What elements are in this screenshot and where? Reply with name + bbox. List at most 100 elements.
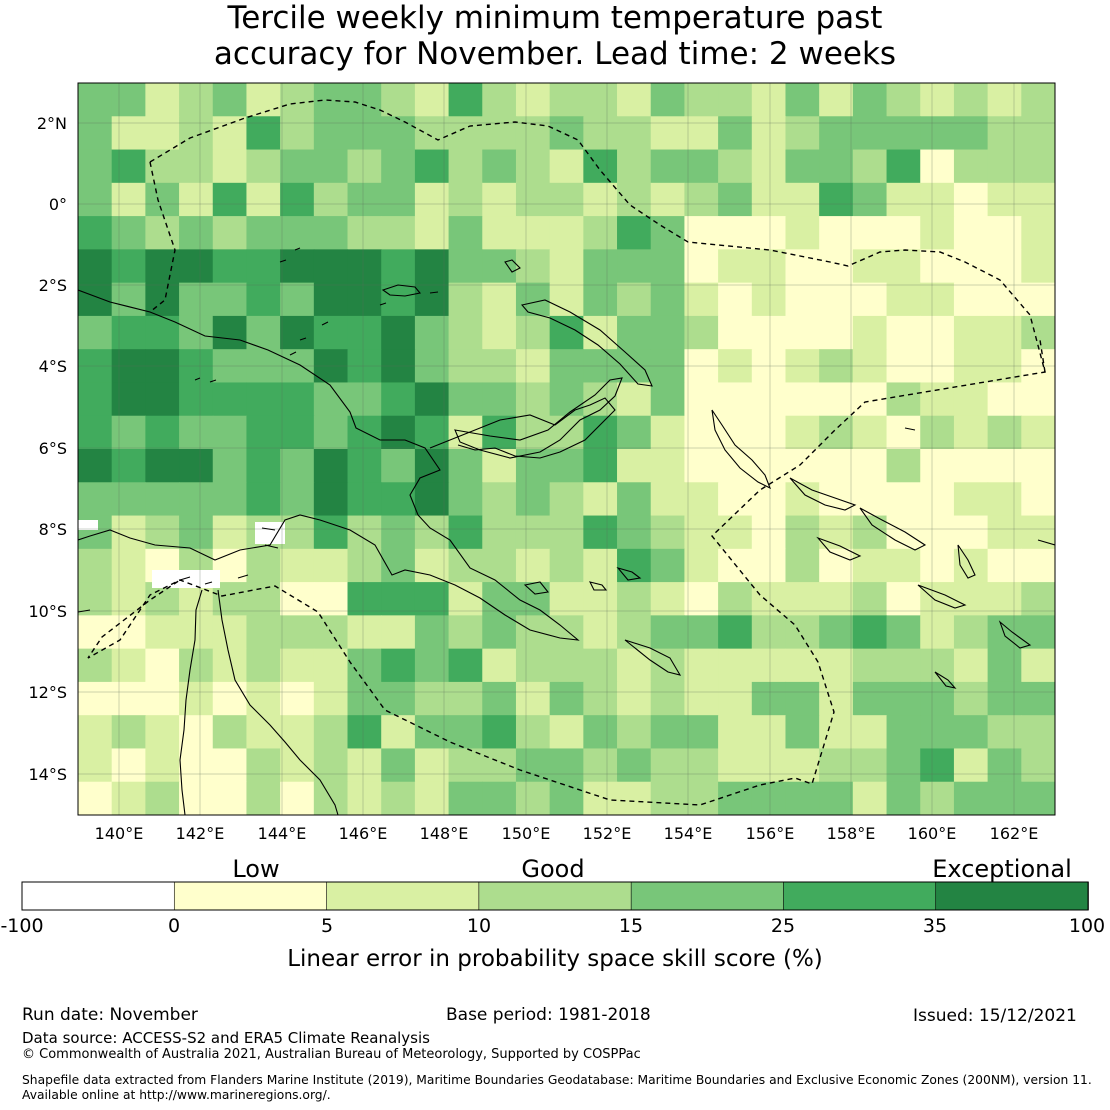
skill-cell xyxy=(785,415,820,450)
skill-cell xyxy=(179,681,214,716)
skill-cell xyxy=(819,149,854,184)
skill-cell xyxy=(785,216,820,250)
skill-cell xyxy=(515,216,551,250)
lat-label: 10°S xyxy=(28,602,67,621)
skill-cell xyxy=(1021,149,1055,184)
skill-cell xyxy=(347,382,382,417)
skill-cell xyxy=(920,149,955,184)
skill-cell xyxy=(515,116,551,151)
skill-cell xyxy=(617,415,652,450)
skill-cell xyxy=(953,182,989,217)
skill-cell xyxy=(852,449,888,483)
skill-cell xyxy=(78,116,113,151)
skill-cell xyxy=(920,249,955,284)
skill-cell xyxy=(684,315,719,350)
skill-cell xyxy=(718,715,753,750)
skill-cell xyxy=(718,315,753,350)
skill-cell-negative xyxy=(152,570,220,588)
skill-cell xyxy=(145,249,180,284)
skill-cell xyxy=(819,116,854,151)
skill-cell xyxy=(515,715,551,750)
skill-cell xyxy=(953,715,989,750)
skill-cell xyxy=(414,648,450,683)
skill-cell xyxy=(212,216,248,250)
png-eez-boundary xyxy=(87,99,1046,806)
skill-cell xyxy=(650,615,686,650)
colorbar-tick-label: 35 xyxy=(923,915,947,937)
skill-cell xyxy=(78,282,113,317)
skill-cell xyxy=(347,515,382,550)
colorbar-tick-label: 15 xyxy=(619,915,643,937)
skill-cell xyxy=(549,715,584,750)
skill-cell xyxy=(886,83,921,117)
skill-cell xyxy=(953,249,989,284)
skill-cell xyxy=(381,449,416,483)
skill-cell xyxy=(886,482,921,517)
base-period: Base period: 1981-2018 xyxy=(446,1005,651,1025)
skill-cell xyxy=(482,182,517,217)
skill-cell xyxy=(448,282,483,317)
skill-cell xyxy=(751,415,787,450)
skill-cell xyxy=(313,149,349,184)
skill-cell xyxy=(987,315,1022,350)
skill-cell xyxy=(684,781,719,815)
skill-cell xyxy=(515,515,551,550)
skill-cell xyxy=(953,582,989,616)
skill-cell xyxy=(617,182,652,217)
skill-cell xyxy=(583,216,618,250)
skill-cell xyxy=(313,315,349,350)
vanuatu-espiritu xyxy=(998,620,1032,649)
skill-cell xyxy=(987,449,1022,483)
skill-cell xyxy=(414,382,450,417)
skill-cell xyxy=(482,83,517,117)
skill-cell xyxy=(819,748,854,783)
skill-grid-cells xyxy=(78,83,1055,815)
skill-cell xyxy=(414,482,450,517)
skill-cell xyxy=(886,615,921,650)
skill-cell xyxy=(313,515,349,550)
skill-cell xyxy=(280,681,315,716)
skill-cell xyxy=(583,482,618,517)
skill-cell xyxy=(246,715,281,750)
lon-label: 148°E xyxy=(420,824,469,843)
colorbar-bin xyxy=(478,881,632,911)
skill-cell xyxy=(718,116,753,151)
skill-cell xyxy=(111,681,146,716)
skill-cell xyxy=(1021,548,1055,583)
skill-cell xyxy=(482,648,517,683)
lat-label: 4°S xyxy=(39,357,67,376)
skill-cell xyxy=(718,582,753,616)
skill-cell xyxy=(650,315,686,350)
skill-cell xyxy=(482,748,517,783)
skill-cell xyxy=(549,216,584,250)
skill-cell xyxy=(953,382,989,417)
skill-cell xyxy=(1021,449,1055,483)
skill-cell xyxy=(819,382,854,417)
skill-cell xyxy=(1021,648,1055,683)
skill-cell xyxy=(852,182,888,217)
skill-cell xyxy=(684,415,719,450)
skill-cell xyxy=(751,582,787,616)
lat-label: 2°N xyxy=(37,114,67,133)
skill-cell xyxy=(920,315,955,350)
skill-cell xyxy=(819,482,854,517)
skill-cell xyxy=(381,216,416,250)
skill-cell xyxy=(111,282,146,317)
skill-cell xyxy=(347,116,382,151)
skill-cell xyxy=(347,781,382,815)
skill-cell xyxy=(785,282,820,317)
skill-cell xyxy=(819,781,854,815)
skill-cell xyxy=(78,149,113,184)
skill-cell xyxy=(785,548,820,583)
skill-cell xyxy=(886,249,921,284)
skill-cell xyxy=(280,449,315,483)
skill-cell xyxy=(751,548,787,583)
skill-cell xyxy=(482,482,517,517)
skill-cell xyxy=(819,582,854,616)
skill-cell xyxy=(852,681,888,716)
skill-cell xyxy=(549,116,584,151)
skill-cell xyxy=(179,648,214,683)
skill-cell xyxy=(819,282,854,317)
skill-cell xyxy=(684,515,719,550)
